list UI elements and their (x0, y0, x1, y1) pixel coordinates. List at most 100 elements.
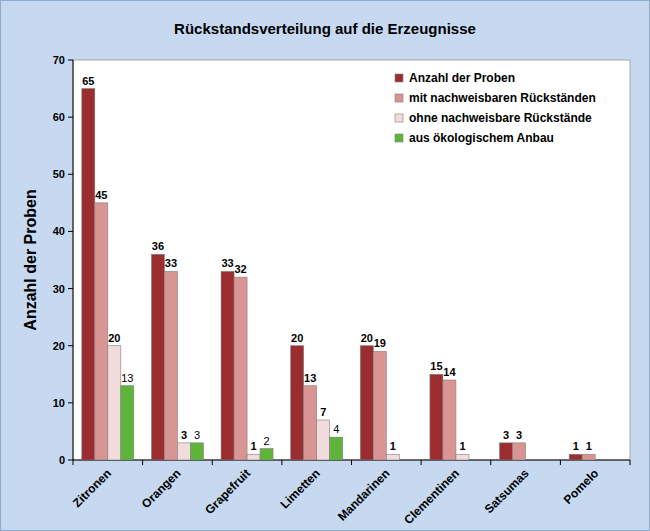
data-label: 33 (221, 257, 233, 269)
plot-area (73, 60, 630, 460)
bar (456, 454, 469, 460)
bar (386, 454, 399, 460)
y-tick-label: 60 (53, 111, 65, 123)
bar (82, 89, 95, 460)
data-label: 1 (586, 440, 592, 452)
x-tick-label: Clementinen (401, 466, 462, 527)
bar (360, 346, 373, 460)
chart: Rückstandsverteilung auf die Erzeugnisse… (0, 0, 650, 531)
x-tick-label: Mandarinen (335, 466, 393, 524)
x-tick (281, 460, 282, 465)
bar (317, 420, 330, 460)
bar (330, 437, 343, 460)
x-tick (73, 460, 74, 465)
data-label: 7 (320, 406, 326, 418)
legend-label: aus ökologischem Anbau (409, 131, 554, 145)
x-tick-label: Pomelo (561, 466, 602, 507)
x-tick (212, 460, 213, 465)
y-tick (68, 288, 73, 289)
y-tick (68, 460, 73, 461)
data-label: 15 (430, 360, 442, 372)
data-label: 1 (459, 440, 465, 452)
bar (500, 443, 513, 460)
x-tick (421, 460, 422, 465)
bar (177, 443, 190, 460)
y-tick-label: 30 (53, 283, 65, 295)
data-label: 13 (304, 372, 316, 384)
x-tick-label: Limetten (278, 466, 323, 511)
y-axis-label: Anzahl der Proben (22, 189, 39, 330)
x-tick-label: Zitronen (70, 466, 114, 510)
data-label: 65 (82, 75, 94, 87)
bar (247, 454, 260, 460)
bar (373, 351, 386, 460)
data-label: 14 (443, 366, 456, 378)
data-label: 1 (251, 440, 257, 452)
legend-label: Anzahl der Proben (409, 71, 515, 85)
legend-label: mit nachweisbaren Rückständen (409, 91, 596, 105)
data-label: 1 (573, 440, 579, 452)
bar (443, 380, 456, 460)
bar (260, 449, 273, 460)
legend-swatch (395, 74, 403, 82)
y-tick (68, 60, 73, 61)
legend-swatch (395, 134, 403, 142)
data-label: 36 (152, 240, 164, 252)
x-tick (490, 460, 491, 465)
y-tick (68, 231, 73, 232)
x-tick-label: Orangen (139, 466, 184, 511)
bar (513, 443, 526, 460)
bar (164, 271, 177, 460)
bar (108, 346, 121, 460)
y-tick-label: 20 (53, 340, 65, 352)
bar (291, 346, 304, 460)
y-tick (68, 345, 73, 346)
data-label: 19 (374, 337, 386, 349)
bar (95, 203, 108, 460)
bar (121, 386, 134, 460)
x-tick (560, 460, 561, 465)
bar (221, 271, 234, 460)
data-label: 4 (333, 423, 339, 435)
x-tick-label: Satsumas (482, 466, 532, 516)
y-tick-label: 40 (53, 225, 65, 237)
background (1, 1, 650, 531)
x-tick (630, 460, 631, 465)
y-tick-label: 10 (53, 397, 65, 409)
bar (151, 254, 164, 460)
y-axis (73, 60, 74, 460)
data-label: 33 (165, 257, 177, 269)
data-labels: 6536332020153145333213191431203171113324 (82, 75, 592, 453)
title: Rückstandsverteilung auf die Erzeugnisse (174, 20, 476, 37)
data-label: 1 (390, 440, 396, 452)
legend-label: ohne nachweisbare Rückstände (409, 111, 592, 125)
data-label: 2 (264, 435, 270, 447)
data-label: 45 (95, 189, 107, 201)
bar (234, 277, 247, 460)
data-label: 3 (503, 429, 509, 441)
data-label: 20 (291, 332, 303, 344)
x-tick (142, 460, 143, 465)
y-tick-label: 0 (59, 454, 65, 466)
y-tick (68, 117, 73, 118)
bar (430, 374, 443, 460)
data-label: 13 (121, 372, 133, 384)
data-label: 3 (516, 429, 522, 441)
legend-swatch (395, 94, 403, 102)
y-tick-label: 50 (53, 168, 65, 180)
data-label: 32 (234, 263, 246, 275)
x-tick-label: Grapefruit (202, 466, 253, 517)
y-tick (68, 174, 73, 175)
bar (582, 454, 595, 460)
bars (82, 89, 595, 460)
bar (190, 443, 203, 460)
data-label: 20 (108, 332, 120, 344)
x-tick (351, 460, 352, 465)
bar (304, 386, 317, 460)
legend-swatch (395, 114, 403, 122)
data-label: 20 (361, 332, 373, 344)
data-label: 3 (181, 429, 187, 441)
data-label: 3 (194, 429, 200, 441)
y-tick-label: 70 (53, 54, 65, 66)
y-tick (68, 402, 73, 403)
